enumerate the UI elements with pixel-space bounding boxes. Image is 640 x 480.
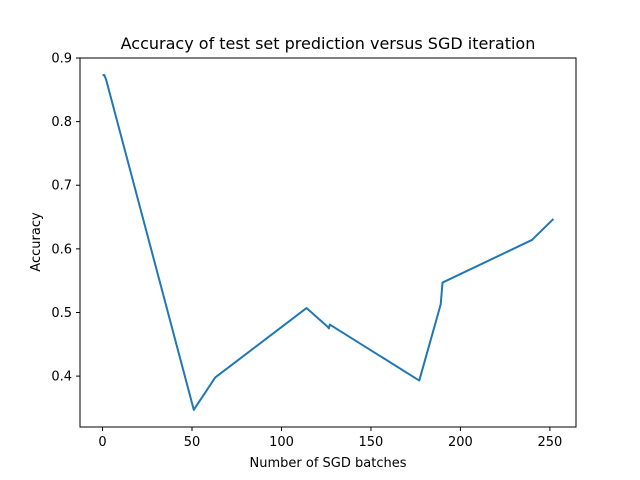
x-tick-label: 100 [269,435,294,450]
chart-title: Accuracy of test set prediction versus S… [121,34,536,53]
y-tick-label: 0.9 [51,52,72,67]
y-tick-label: 0.7 [51,179,72,194]
x-tick-label: 250 [537,435,562,450]
y-tick-label: 0.8 [51,115,72,130]
axes-frame [79,57,577,428]
x-tick-label: 150 [359,435,384,450]
y-tick-label: 0.6 [51,242,72,257]
x-tick-label: 200 [448,435,473,450]
x-axis-label: Number of SGD batches [250,456,407,471]
y-tick-label: 0.5 [51,306,72,321]
series-line-0 [102,74,555,411]
x-tick-label: 50 [184,435,201,450]
x-tick-label: 0 [98,435,106,450]
y-tick-label: 0.4 [51,370,72,385]
y-axis-label: Accuracy [29,212,44,272]
plot-area: 0 50 100 150 200 250 0.4 0.5 0.6 0.7 0.8 0.9 [51,52,577,450]
